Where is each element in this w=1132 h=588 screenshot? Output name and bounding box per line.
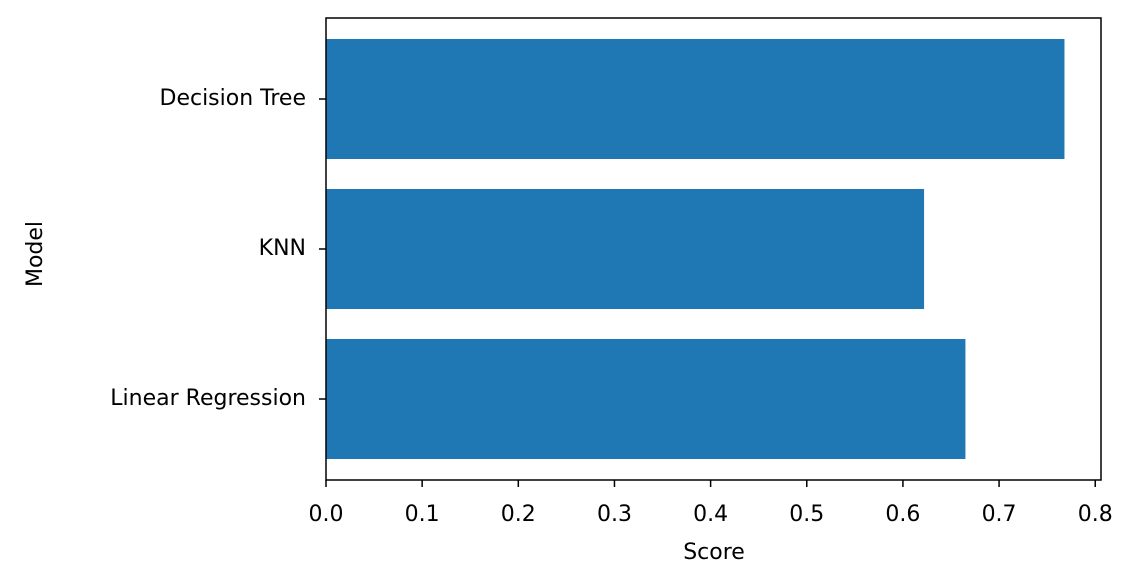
x-tick-label: 0.3 bbox=[597, 502, 632, 527]
x-tick-label: 0.4 bbox=[693, 502, 728, 527]
x-tick-label: 0.7 bbox=[982, 502, 1017, 527]
bar bbox=[326, 339, 966, 459]
x-tick-label: 0.0 bbox=[309, 502, 344, 527]
x-tick-label: 0.6 bbox=[885, 502, 920, 527]
bar bbox=[326, 189, 925, 309]
bar bbox=[326, 39, 1065, 159]
x-tick-label: 0.5 bbox=[789, 502, 824, 527]
y-tick-label: Linear Regression bbox=[110, 386, 306, 411]
plot-frame bbox=[325, 17, 1102, 481]
x-axis-label: Score bbox=[683, 540, 745, 565]
y-axis-label: Model bbox=[23, 221, 48, 287]
x-tick-label: 0.1 bbox=[405, 502, 440, 527]
x-tick-label: 0.8 bbox=[1078, 502, 1113, 527]
y-tick-label: Decision Tree bbox=[160, 86, 307, 111]
y-tick-label: KNN bbox=[259, 236, 306, 261]
x-tick-label: 0.2 bbox=[501, 502, 536, 527]
